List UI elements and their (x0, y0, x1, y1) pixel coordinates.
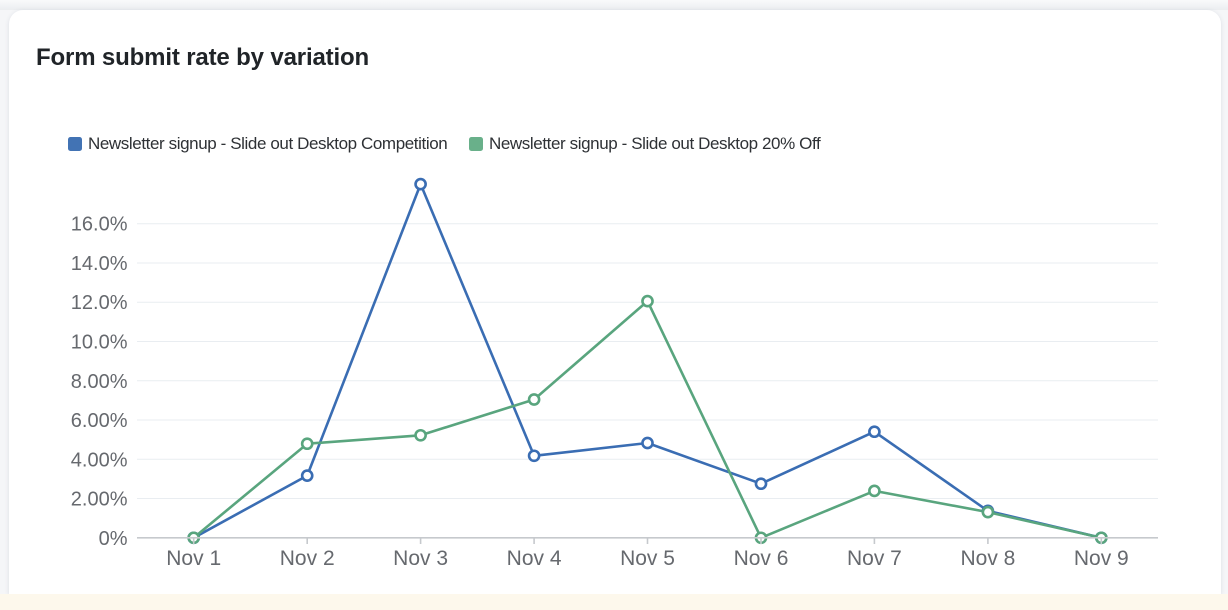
svg-text:Nov 9: Nov 9 (1074, 547, 1129, 570)
svg-text:Nov 3: Nov 3 (393, 547, 448, 570)
svg-text:Nov 4: Nov 4 (507, 547, 562, 570)
svg-text:14.0%: 14.0% (71, 253, 128, 275)
svg-text:10.0%: 10.0% (71, 332, 128, 354)
svg-text:Nov 1: Nov 1 (166, 547, 221, 570)
svg-text:12.0%: 12.0% (71, 292, 128, 314)
svg-text:6.00%: 6.00% (71, 410, 128, 432)
svg-text:Nov 8: Nov 8 (960, 547, 1015, 570)
svg-text:Nov 7: Nov 7 (847, 547, 902, 570)
svg-text:0%: 0% (99, 528, 128, 550)
svg-text:4.00%: 4.00% (71, 449, 128, 471)
svg-text:2.00%: 2.00% (71, 489, 128, 511)
svg-text:16.0%: 16.0% (71, 214, 128, 236)
svg-text:Nov 5: Nov 5 (620, 547, 675, 570)
svg-text:Nov 2: Nov 2 (280, 547, 335, 570)
svg-text:8.00%: 8.00% (71, 371, 128, 393)
svg-text:Nov 6: Nov 6 (734, 547, 789, 570)
